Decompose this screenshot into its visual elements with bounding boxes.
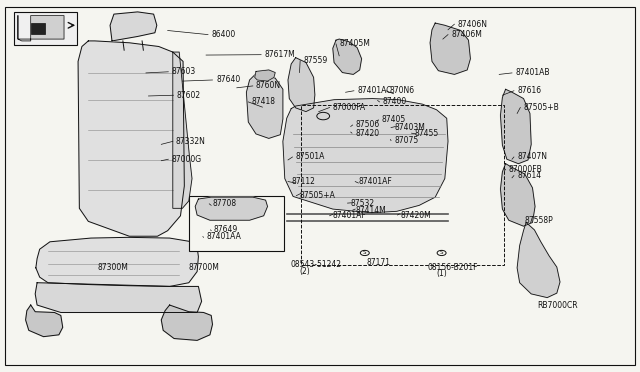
Text: 87558P: 87558P xyxy=(525,216,554,225)
Text: 87171: 87171 xyxy=(366,258,390,267)
Text: 87616: 87616 xyxy=(517,86,541,95)
Polygon shape xyxy=(430,23,470,74)
Polygon shape xyxy=(246,74,283,138)
Text: 08543-51242: 08543-51242 xyxy=(291,260,342,269)
Text: 87505+A: 87505+A xyxy=(300,191,335,200)
Text: 87414M: 87414M xyxy=(356,206,387,215)
Text: 87401AA: 87401AA xyxy=(206,232,241,241)
Text: 87501A: 87501A xyxy=(296,153,325,161)
Polygon shape xyxy=(78,41,184,236)
Text: 87405: 87405 xyxy=(381,115,406,124)
Text: 87420M: 87420M xyxy=(401,211,431,219)
Text: 87000FB: 87000FB xyxy=(509,165,543,174)
Bar xyxy=(301,105,504,265)
Text: 87403M: 87403M xyxy=(394,123,425,132)
Text: 87700M: 87700M xyxy=(188,263,219,272)
Text: RB7000CR: RB7000CR xyxy=(538,301,578,310)
Polygon shape xyxy=(283,99,448,213)
Text: 87075: 87075 xyxy=(394,136,419,145)
Text: 87505+B: 87505+B xyxy=(524,103,559,112)
Polygon shape xyxy=(255,70,275,81)
Polygon shape xyxy=(26,305,63,337)
Bar xyxy=(31,23,45,34)
Text: 87559: 87559 xyxy=(303,56,328,65)
Polygon shape xyxy=(288,58,315,112)
Polygon shape xyxy=(333,39,362,74)
Text: 87418: 87418 xyxy=(252,97,275,106)
Text: 87420: 87420 xyxy=(355,129,380,138)
Text: 8760N: 8760N xyxy=(256,81,281,90)
Text: (2): (2) xyxy=(300,267,310,276)
Text: 87401AB: 87401AB xyxy=(515,68,550,77)
Text: 87332N: 87332N xyxy=(176,137,206,146)
Polygon shape xyxy=(110,12,157,41)
Polygon shape xyxy=(18,16,64,41)
Text: 87649: 87649 xyxy=(214,225,238,234)
Text: 87532: 87532 xyxy=(351,199,375,208)
Polygon shape xyxy=(36,237,198,286)
Text: (1): (1) xyxy=(436,269,447,278)
Text: 87000G: 87000G xyxy=(172,155,202,164)
Text: 87000FA: 87000FA xyxy=(333,103,366,112)
Text: S: S xyxy=(363,250,367,256)
Text: 87401AC: 87401AC xyxy=(357,86,392,95)
Text: 08156-B201F: 08156-B201F xyxy=(428,263,478,272)
Text: 86400: 86400 xyxy=(211,30,236,39)
Polygon shape xyxy=(35,283,202,312)
Polygon shape xyxy=(195,197,268,220)
Text: 87614: 87614 xyxy=(517,171,541,180)
Text: 87602: 87602 xyxy=(177,91,201,100)
Text: 87617M: 87617M xyxy=(264,50,295,59)
Polygon shape xyxy=(173,52,192,208)
Text: 87708: 87708 xyxy=(212,199,237,208)
Text: S: S xyxy=(440,250,444,256)
Text: 87401AF: 87401AF xyxy=(358,177,392,186)
Text: 87603: 87603 xyxy=(172,67,196,76)
Text: 87405M: 87405M xyxy=(339,39,370,48)
Text: 87455: 87455 xyxy=(415,129,439,138)
Polygon shape xyxy=(500,164,535,226)
Text: 87400: 87400 xyxy=(383,97,407,106)
Text: 87112: 87112 xyxy=(291,177,315,186)
Text: 87300M: 87300M xyxy=(97,263,128,272)
Polygon shape xyxy=(161,305,212,340)
Bar xyxy=(189,196,284,251)
Polygon shape xyxy=(500,89,531,164)
Polygon shape xyxy=(517,222,560,298)
Text: 87401AF: 87401AF xyxy=(333,211,367,220)
Text: 87506: 87506 xyxy=(356,121,380,129)
Text: 87406M: 87406M xyxy=(451,30,482,39)
Text: 87406N: 87406N xyxy=(458,20,488,29)
Bar xyxy=(14,12,77,45)
Text: 870N6: 870N6 xyxy=(389,86,414,95)
Text: 87640: 87640 xyxy=(216,76,241,84)
Text: 87407N: 87407N xyxy=(517,153,547,161)
